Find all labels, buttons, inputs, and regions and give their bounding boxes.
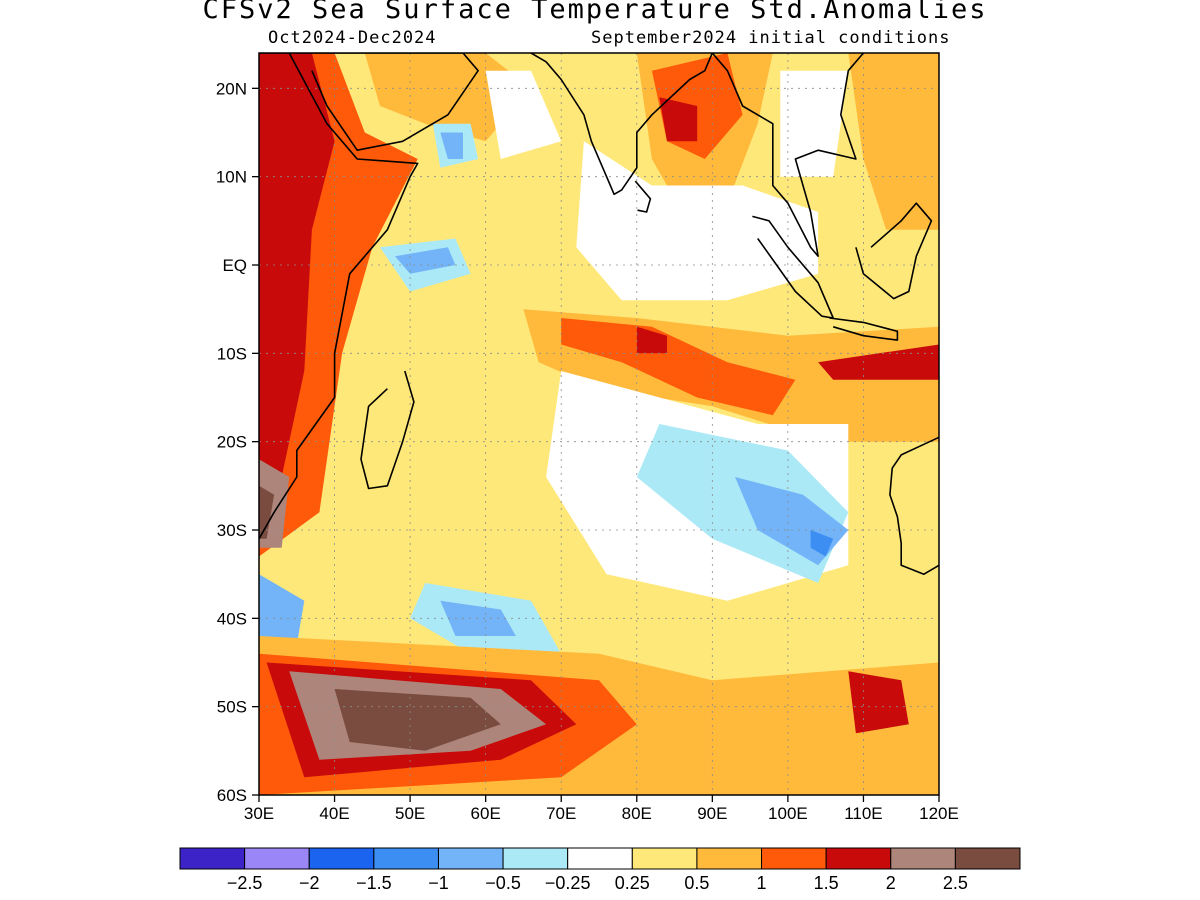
lat-tick-label: 30S <box>217 521 247 540</box>
lon-tick-label: 40E <box>319 804 349 823</box>
colorbar-label: 2.5 <box>943 873 968 893</box>
colorbar-swatch <box>502 847 569 870</box>
anomaly-region-neutral-bay-bengal-east <box>780 70 849 177</box>
coastline-india <box>530 53 714 196</box>
colorbar-label: −2 <box>299 873 320 893</box>
colorbar-label: 2 <box>886 873 896 893</box>
anomaly-region-cool-southwest <box>259 574 305 645</box>
anomaly-region-cool-south-east-deep <box>810 530 834 557</box>
coastline-southeast-asia <box>711 53 865 258</box>
colorbar-swatch <box>437 847 504 870</box>
colorbar-label: 0.5 <box>684 873 709 893</box>
lon-tick-label: 100E <box>768 804 808 823</box>
lat-tick-label: 10N <box>216 168 247 187</box>
colorbar-swatch <box>825 847 892 870</box>
coastline-australia <box>889 436 939 576</box>
coastline-sri-lanka <box>634 180 652 213</box>
colorbar-swatch <box>890 847 956 870</box>
anomaly-region-very-hot-central <box>636 326 667 354</box>
colorbar-swatch <box>308 847 375 870</box>
lat-tick-label: 20N <box>216 79 247 98</box>
lat-tick-label: 10S <box>217 344 247 363</box>
anomaly-region-very-hot-east-africa <box>259 53 335 530</box>
colorbar: −2.5 −2 −1.5 −1 −0.5 −0.25 0.25 0.5 1 1.5 2 2.5 <box>179 847 1021 893</box>
colorbar-label: −0.25 <box>545 873 591 893</box>
colorbar-label: 1 <box>757 873 767 893</box>
anomaly-region-cool-east-africa-eq-core <box>395 247 456 274</box>
colorbar-swatch <box>954 847 1021 870</box>
anomaly-region-neutral-central <box>576 141 819 301</box>
colorbar-swatch <box>631 847 698 870</box>
anomaly-region-cool-40S-core <box>440 600 516 636</box>
lat-tick-label: 50S <box>217 698 247 717</box>
coastline-java <box>829 317 899 341</box>
lat-tick-label: 40S <box>217 609 247 628</box>
lat-tick-label: EQ <box>222 256 247 275</box>
forecast-period: Oct2024-Dec2024 <box>268 28 437 48</box>
colorbar-label: −1.5 <box>356 873 392 893</box>
lon-tick-label: 70E <box>546 804 576 823</box>
lon-tick-label: 50E <box>395 804 425 823</box>
anomaly-region-cool-arabian-core <box>440 132 463 159</box>
chart-title: CFSv2 Sea Surface Temperature Std.Anomal… <box>202 0 988 25</box>
lon-tick-label: 110E <box>844 804 882 823</box>
colorbar-swatch <box>761 847 827 870</box>
anomaly-region-very-hot-sumatra <box>818 344 939 380</box>
coastline-africa <box>259 53 419 540</box>
coastline-borneo <box>855 202 933 300</box>
anomaly-region-extreme-mozambique-core <box>259 485 275 539</box>
anomaly-region-warm-south-china-sea <box>848 53 939 230</box>
lon-tick-label: 120E <box>919 804 959 823</box>
colorbar-label: 1.5 <box>814 873 839 893</box>
anomaly-region-very-hot-110E <box>848 671 909 734</box>
anomaly-region-neutral-north-arabian <box>485 70 562 159</box>
lon-tick-label: 90E <box>697 804 727 823</box>
colorbar-label: −0.5 <box>485 873 521 893</box>
lon-tick-label: 80E <box>622 804 652 823</box>
colorbar-label: −1 <box>428 873 449 893</box>
coastline-madagascar <box>360 370 415 490</box>
initial-conditions: September2024 initial conditions <box>591 28 951 48</box>
coastline-arabia <box>296 53 479 151</box>
anomaly-region-very-hot-bay-bengal <box>659 97 698 142</box>
lat-tick-label: 60S <box>217 786 247 805</box>
map-frame <box>258 52 940 796</box>
map-plot-area <box>259 53 939 795</box>
anomaly-fill-layer <box>259 53 939 795</box>
colorbar-swatch <box>567 847 633 870</box>
colorbar-swatch <box>373 847 439 870</box>
lon-tick-label: 60E <box>471 804 501 823</box>
coastline-layer <box>259 53 939 576</box>
colorbar-swatch <box>244 847 310 870</box>
lon-tick-label: 30E <box>244 804 274 823</box>
colorbar-label: −2.5 <box>227 873 263 893</box>
lat-tick-label: 20S <box>217 433 247 452</box>
colorbar-swatch <box>179 847 246 870</box>
colorbar-swatch <box>696 847 763 870</box>
colorbar-label: 0.25 <box>615 873 650 893</box>
anomaly-region-hot-central-band <box>561 318 796 416</box>
map-gridlines <box>259 53 939 795</box>
anomaly-region-extreme-subantarctic-core <box>334 689 501 751</box>
